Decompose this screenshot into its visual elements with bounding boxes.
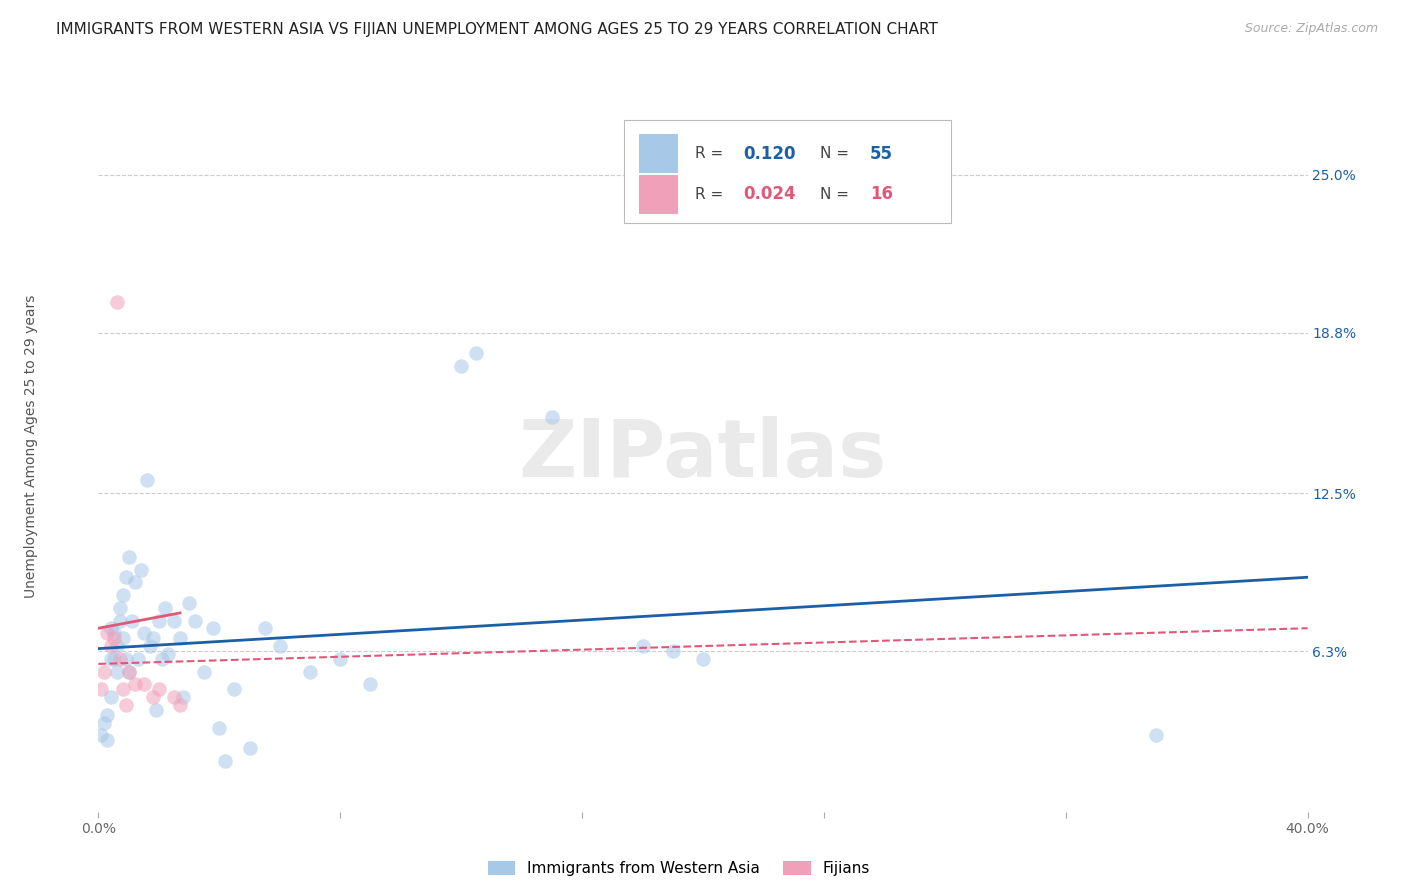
Point	[108, 652, 131, 666]
Point	[105, 295, 128, 310]
Point	[135, 474, 157, 488]
Text: Unemployment Among Ages 25 to 29 years: Unemployment Among Ages 25 to 29 years	[24, 294, 38, 598]
Text: 55: 55	[870, 145, 893, 162]
Point	[145, 703, 167, 717]
Point	[96, 626, 118, 640]
Point	[172, 690, 194, 704]
Point	[100, 652, 122, 666]
Point	[118, 549, 141, 564]
Point	[93, 665, 115, 679]
Point	[100, 690, 122, 704]
Point	[96, 707, 118, 722]
Text: ZIPatlas: ZIPatlas	[519, 416, 887, 494]
Point	[163, 690, 186, 704]
Point	[269, 639, 291, 653]
Point	[100, 639, 122, 653]
Point	[329, 652, 352, 666]
Point	[90, 682, 112, 697]
Point	[148, 614, 170, 628]
Point	[108, 600, 131, 615]
Point	[132, 626, 155, 640]
Point	[150, 652, 173, 666]
Bar	[638, 134, 678, 173]
Text: R =: R =	[695, 187, 728, 202]
Point	[139, 639, 162, 653]
Point	[661, 644, 683, 658]
Text: Source: ZipAtlas.com: Source: ZipAtlas.com	[1244, 22, 1378, 36]
Point	[224, 682, 246, 697]
Point	[177, 596, 201, 610]
Point	[540, 409, 562, 424]
Point	[118, 665, 141, 679]
Point	[239, 741, 262, 756]
Text: 16: 16	[870, 186, 893, 203]
Point	[111, 632, 134, 646]
Point	[111, 682, 134, 697]
Point	[142, 632, 165, 646]
Point	[692, 652, 714, 666]
Legend: Immigrants from Western Asia, Fijians: Immigrants from Western Asia, Fijians	[481, 855, 876, 882]
Point	[103, 632, 125, 646]
Point	[1144, 728, 1167, 742]
Point	[214, 754, 236, 768]
Text: N =: N =	[820, 187, 855, 202]
Point	[114, 652, 136, 666]
Point	[156, 647, 179, 661]
Point	[103, 626, 125, 640]
Point	[96, 733, 118, 747]
Point	[450, 359, 472, 373]
Text: R =: R =	[695, 146, 728, 161]
Point	[105, 665, 128, 679]
Text: IMMIGRANTS FROM WESTERN ASIA VS FIJIAN UNEMPLOYMENT AMONG AGES 25 TO 29 YEARS CO: IMMIGRANTS FROM WESTERN ASIA VS FIJIAN U…	[56, 22, 938, 37]
Text: 0.024: 0.024	[742, 186, 796, 203]
Point	[103, 652, 125, 666]
Point	[360, 677, 382, 691]
Point	[193, 665, 215, 679]
FancyBboxPatch shape	[624, 120, 950, 223]
Point	[163, 614, 186, 628]
Point	[631, 639, 654, 653]
Point	[253, 621, 276, 635]
Point	[93, 715, 115, 730]
Point	[114, 570, 136, 584]
Point	[90, 728, 112, 742]
Point	[148, 682, 170, 697]
Point	[100, 621, 122, 635]
Point	[184, 614, 207, 628]
Point	[114, 698, 136, 712]
Point	[299, 665, 322, 679]
Point	[465, 346, 488, 360]
Point	[132, 677, 155, 691]
Point	[127, 652, 149, 666]
Text: N =: N =	[820, 146, 855, 161]
Point	[124, 677, 146, 691]
Point	[121, 614, 143, 628]
Point	[208, 721, 231, 735]
Point	[129, 563, 152, 577]
Point	[105, 639, 128, 653]
Point	[142, 690, 165, 704]
Point	[108, 614, 131, 628]
Point	[169, 632, 191, 646]
Point	[153, 600, 176, 615]
Point	[202, 621, 225, 635]
Bar	[638, 175, 678, 214]
Point	[118, 665, 141, 679]
Text: 0.120: 0.120	[742, 145, 796, 162]
Point	[169, 698, 191, 712]
Point	[111, 588, 134, 602]
Point	[124, 575, 146, 590]
